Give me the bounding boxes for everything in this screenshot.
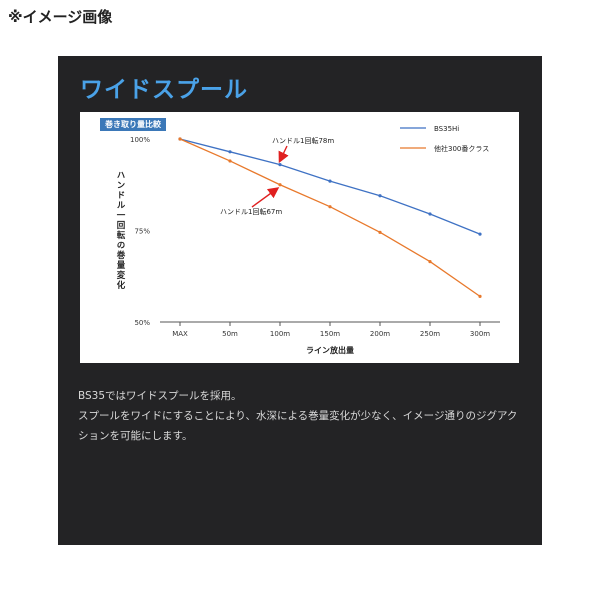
data-point [178,137,182,141]
description-line-3: ションを可能にします。 [78,430,193,442]
annotation-label: ハンドル1回転67m [220,208,282,216]
data-point [328,205,332,209]
x-tick-label: 50m [222,330,238,338]
y-tick-label: 50% [134,319,150,327]
x-tick-label: 200m [370,330,390,338]
data-point [278,163,282,167]
legend-label: BS35Hi [434,125,459,133]
annotation-arrow [278,145,289,164]
x-tick-label: 100m [270,330,290,338]
data-point [328,179,332,183]
x-tick-label: 300m [470,330,490,338]
series-line-1 [179,138,481,235]
x-axis-title: ライン放出量 [306,345,354,355]
x-tick-label: 250m [420,330,440,338]
series-line-2 [179,138,481,297]
data-point [378,230,382,234]
chart-card: 巻き取り量比較 MAX 50m 100m 150m 200m 250m 300m 100% 75… [80,112,519,363]
line-chart: MAX 50m 100m 150m 200m 250m 300m 100% 75% 50% ライン放… [115,125,500,355]
data-point [428,260,432,264]
data-point [378,194,382,198]
y-tick-label: 100% [130,136,150,144]
data-point [278,183,282,187]
description-line-1: BS35ではワイドスプールを採用。 [78,390,242,402]
y-axis-title: ハンドル一回転の巻量変化 [115,171,126,291]
annotation-label: ハンドル1回転78m [272,137,334,145]
image-note: ※イメージ画像 [8,8,113,26]
description-line-2: スプールをワイドにすることにより、水深による巻量変化が少なく、イメージ通りのジグ… [78,410,518,422]
chart-badge: 巻き取り量比較 [100,118,166,131]
y-tick-label: 75% [134,228,150,236]
data-point [228,150,232,154]
description: BS35ではワイドスプールを採用。 スプールをワイドにすることにより、水深による… [78,386,528,446]
panel-title: ワイドスプール [80,77,248,103]
data-point [428,212,432,216]
x-tick-label: 150m [320,330,340,338]
data-point [478,232,482,236]
annotation-arrow [251,187,280,208]
data-point [478,294,482,298]
data-point [228,159,232,163]
legend-label: 他社300番クラス [434,144,489,153]
x-tick-label: MAX [172,330,188,338]
feature-panel: ワイドスプール 巻き取り量比較 MAX 50m 100m 150m 200m 250m 30… [58,56,542,545]
